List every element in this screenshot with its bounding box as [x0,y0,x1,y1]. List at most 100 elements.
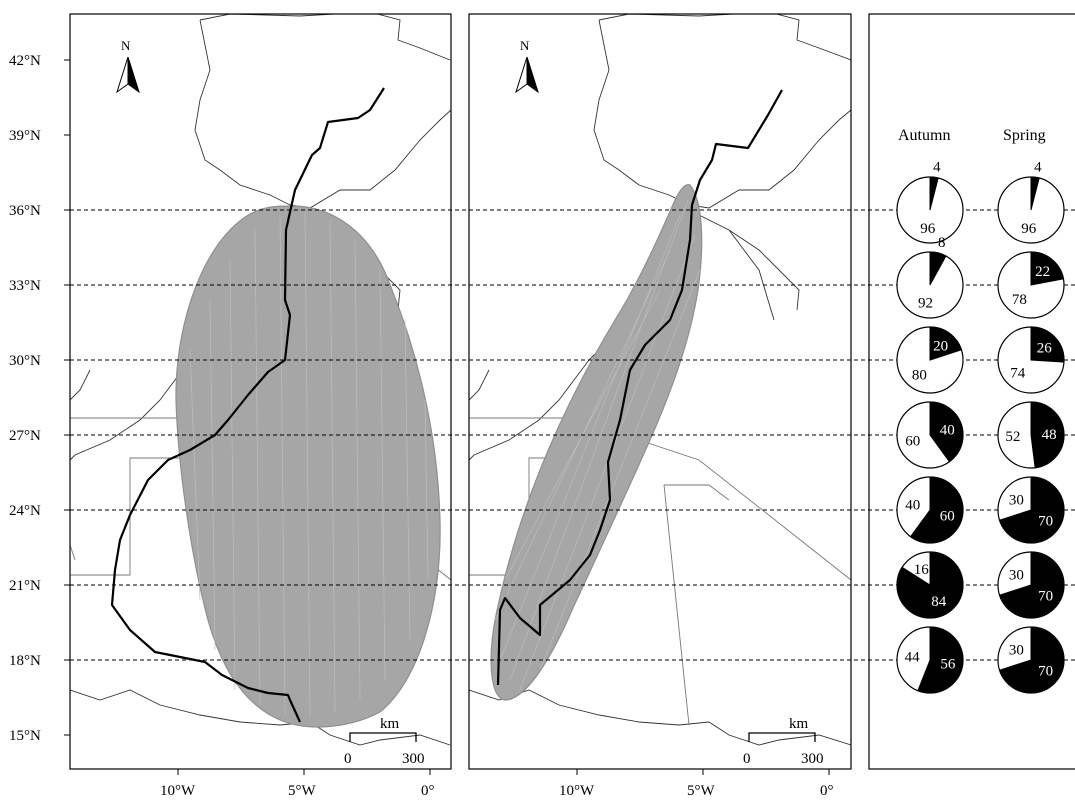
scalebar-unit: km [789,716,809,732]
pie-label-white: 16 [914,562,930,578]
scalebar-end: 300 [801,751,824,767]
pie-label-black: 20 [933,338,948,354]
pie-panel-frame [868,13,1075,770]
x-tick: 10°W [160,783,196,799]
scalebar: km 0 300 [743,716,824,767]
y-tick: 30°N [9,353,41,369]
pie-label-white: 44 [905,650,921,666]
pie-slice-black [896,551,964,619]
pie-slice-black [929,176,939,211]
pie-label-black: 84 [931,594,947,610]
pie-chart: 52 48 [997,401,1065,469]
pie-label-black: 48 [1042,427,1057,443]
x-tick: 0° [820,783,834,799]
pie-slice-black [1030,326,1065,363]
pie-label-white: 40 [905,497,920,513]
pie-slice-black [1030,251,1065,286]
column-header-autumn: Autumn [898,127,950,144]
pie-slice-black [909,476,964,544]
pie-label-white: 80 [912,368,927,384]
scalebar-end: 300 [402,751,425,767]
track-envelope [490,184,703,701]
pie-slice-black [998,626,1065,694]
y-tick: 15°N [9,728,41,744]
y-tick: 33°N [9,278,41,294]
country-borders [469,417,851,726]
pie-slice-black [929,326,963,361]
pie-chart: 40 60 [896,476,964,544]
scalebar-unit: km [380,716,400,732]
pie-slice-black [1030,401,1065,469]
pie-label-black: 26 [1037,341,1053,357]
map-panel-autumn: N km 0 300 10°W 5°W 0° [69,13,452,799]
pie-chart: 78 22 [997,251,1065,319]
y-tick: 39°N [9,128,41,144]
simulated-tracks [175,205,441,728]
x-tick: 5°W [288,783,316,799]
y-tick: 42°N [9,53,41,69]
pie-label-white: 60 [905,434,920,450]
observed-track [496,89,783,686]
pie-chart: 30 70 [997,551,1065,619]
pie-chart: 96 4 [896,159,964,244]
pie-chart: 44 56 [896,626,964,694]
pie-chart: 92 8 [896,235,964,319]
pie-slice-black [998,551,1065,619]
pie-label-white: 30 [1009,642,1024,658]
pie-label-white: 78 [1012,292,1027,308]
pie-chart: 96 4 [997,159,1065,244]
pie-label-black: 70 [1038,589,1053,605]
pie-chart: 30 70 [997,476,1065,544]
scalebar-start: 0 [743,751,751,767]
x-axis-left: 10°W 5°W 0° [160,769,435,799]
pie-label-white: 52 [1005,429,1020,445]
pie-label-black: 4 [1034,159,1042,175]
pie-label-white: 96 [920,221,936,237]
pie-slice-black [1030,176,1040,211]
scalebar-start: 0 [344,751,352,767]
pie-label-white: 74 [1010,365,1026,381]
pie-chart: 74 26 [997,326,1065,394]
pie-slice-black [917,626,964,694]
observed-track [110,87,385,723]
map-frame [468,13,852,770]
simulated-tracks [490,184,703,701]
map-panel-spring: N km 0 300 10°W 5°W 0° [468,13,852,799]
pie-label-black: 56 [940,656,956,672]
y-tick: 36°N [9,203,41,219]
y-tick: 21°N [9,578,41,594]
pie-chart: 80 20 [896,326,964,394]
pie-label-black: 70 [1038,514,1053,530]
north-label: N [520,38,530,53]
y-tick: 24°N [9,503,41,519]
north-arrow: N [116,38,140,94]
x-tick: 0° [421,783,435,799]
pie-label-white: 96 [1021,221,1037,237]
pie-label-black: 8 [938,235,946,251]
x-tick: 10°W [559,783,595,799]
track-lines [189,211,429,719]
column-header-spring: Spring [1003,127,1046,144]
y-tick: 27°N [9,428,41,444]
track-envelope [175,205,441,728]
north-label: N [121,38,131,53]
pie-label-black: 70 [1038,664,1053,680]
y-tick: 18°N [9,653,41,669]
pie-slice-black [929,251,947,286]
pie-slice-black [929,401,964,463]
x-tick: 5°W [687,783,715,799]
pie-label-black: 4 [933,159,941,175]
pie-label-black: 22 [1035,264,1050,280]
pie-label-black: 40 [940,422,955,438]
y-axis: 42°N 39°N 36°N 33°N 30°N 27°N 24°N 21°N … [9,53,70,744]
pie-slice-black [998,476,1065,544]
pie-label-white: 30 [1009,567,1024,583]
north-arrow: N [515,38,539,94]
pie-label-black: 60 [940,509,955,525]
x-axis-middle: 10°W 5°W 0° [559,769,834,799]
pie-label-white: 30 [1009,492,1024,508]
